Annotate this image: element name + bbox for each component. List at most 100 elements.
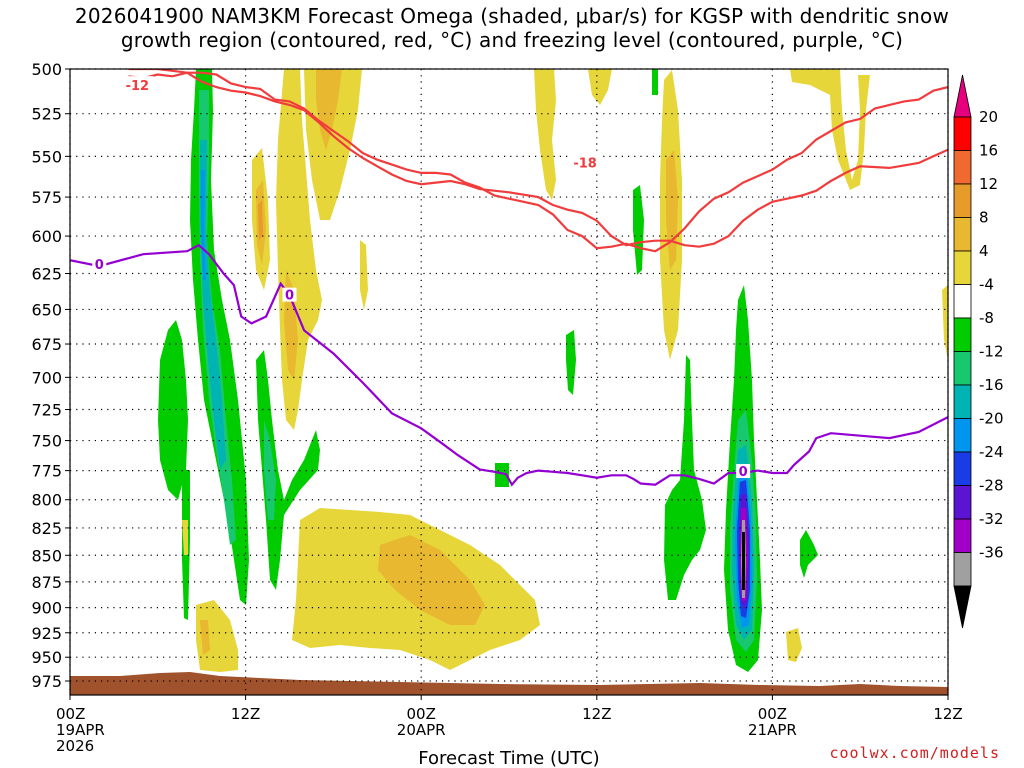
freezing-level-line [70,243,948,487]
y-tick-label: 575 [31,188,62,207]
contour-label-bg [92,257,107,272]
omega-region [534,69,556,200]
x-tick-label: 12Z [582,705,611,723]
omega-region [200,620,210,655]
contours [70,69,948,487]
x-tick-date: 20APR [397,721,446,739]
omega-region [158,320,188,500]
contour-label-bg [282,287,297,302]
plot-frame [69,68,949,696]
colorbar-segment [953,351,972,386]
contour-label-bg [569,153,602,170]
colorbar-segment [953,317,972,352]
colorbar-label: -24 [979,443,1004,461]
colorbar-segment [953,384,972,419]
x-tick-date: 21APR [748,721,797,739]
dgz-contour-line [128,71,948,248]
colorbar-label: -16 [979,376,1004,394]
colorbar-label: -12 [979,343,1004,361]
omega-region [196,600,238,672]
x-tick-label: 00Z [56,705,85,723]
y-tick-label: 800 [31,491,62,510]
omega-negative-regions [158,69,818,672]
y-tick-label: 975 [31,672,62,691]
omega-region [664,355,706,600]
colorbar-segment [953,284,972,319]
colorbar-label: -8 [979,309,994,327]
dgz-contour-label: -18 [573,157,597,172]
omega-region [378,535,485,625]
y-tick-label: 700 [31,368,62,387]
colorbar-segment [953,183,972,218]
omega-region [588,69,612,105]
omega-region [199,90,236,545]
colorbar-segment [953,217,972,252]
dgz-contour-line [128,69,948,253]
freezing-level-label: 0 [95,258,104,273]
omega-region [742,532,745,590]
colorbar-segment [953,250,972,285]
x-tick-label: 00Z [407,705,436,723]
y-tick-label: 750 [31,432,62,451]
omega-region [495,463,509,487]
omega-region [786,628,802,662]
omega-region [316,69,342,150]
omega-region [190,69,249,605]
omega-region [264,420,276,520]
freezing-level-label: 0 [285,289,294,304]
colorbar-label: -20 [979,410,1004,428]
colorbar-label: 4 [979,242,989,260]
colorbar-bottom-arrow [953,585,972,629]
dgz-contour-label: -12 [126,79,150,94]
colorbar-label: 12 [979,175,998,193]
y-tick-label: 650 [31,300,62,319]
colorbar-segment [953,418,972,453]
colorbar-segment [953,116,972,151]
y-tick-label: 850 [31,546,62,565]
colorbar-segment [953,552,972,587]
omega-positive-regions [182,69,948,672]
contour-labels: -12 -18 0 0 0 [92,76,751,480]
omega-region [790,69,870,190]
omega-region [256,350,320,590]
colorbar-segment [953,150,972,185]
y-tick-label: 950 [31,648,62,667]
y-tick-label: 875 [31,573,62,592]
colorbar-segment [953,518,972,553]
x-tick-date: 19APR [56,721,105,739]
y-tick-label: 500 [31,60,62,79]
omega-region [652,69,658,95]
freezing-level-label: 0 [739,465,748,480]
y-tick-label: 900 [31,599,62,618]
chart-title-line2: growth region (contoured, red, °C) and f… [120,28,904,52]
omega-shading [158,69,948,672]
colorbar-label: -28 [979,477,1004,495]
chart-title-line1: 2026041900 NAM3KM Forecast Omega (shaded… [74,4,950,28]
y-tick-label: 775 [31,462,62,481]
colorbar-label: 8 [979,209,989,227]
terrain [70,672,948,695]
credit-text: coolwx.com/models [829,744,1000,762]
x-tick-label: 12Z [933,705,962,723]
y-tick-label: 525 [31,105,62,124]
chart-title: 2026041900 NAM3KM Forecast Omega (shaded… [0,4,1024,52]
y-tick-label: 600 [31,227,62,246]
x-axis-title: Forecast Time (UTC) [418,748,599,768]
omega-region [360,240,368,310]
y-tick-label: 825 [31,519,62,538]
colorbar-label: 16 [979,142,998,160]
x-tick-year: 2026 [56,737,94,755]
colorbar-label: -36 [979,544,1004,562]
colorbar-segment [953,485,972,520]
y-tick-label: 625 [31,264,62,283]
colorbar-label: -32 [979,510,1004,528]
omega-region [942,285,948,360]
y-tick-label: 675 [31,335,62,354]
colorbar-label: -4 [979,276,994,294]
y-tick-label: 725 [31,401,62,420]
omega-region [182,520,188,555]
contour-label-bg [736,463,751,478]
omega-region [258,200,263,240]
